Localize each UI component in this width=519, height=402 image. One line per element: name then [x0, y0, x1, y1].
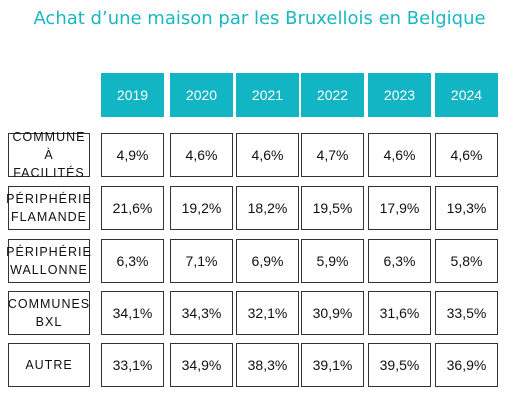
table-cell: 4,9%	[101, 133, 164, 177]
table-cell: 18,2%	[236, 186, 299, 230]
table-cell: 6,3%	[368, 239, 431, 283]
table-cell: 19,5%	[301, 186, 364, 230]
table-cell: 4,7%	[301, 133, 364, 177]
table-cell: 19,3%	[435, 186, 498, 230]
column-header-2019: 2019	[101, 73, 164, 117]
table-cell: 6,9%	[236, 239, 299, 283]
table-cell: 19,2%	[170, 186, 233, 230]
table-cell: 33,5%	[435, 291, 498, 335]
column-header-2021: 2021	[236, 73, 299, 117]
table-cell: 34,3%	[170, 291, 233, 335]
row-label: AUTRE	[8, 343, 90, 387]
table-cell: 21,6%	[101, 186, 164, 230]
table-cell: 4,6%	[170, 133, 233, 177]
table-cell: 4,6%	[236, 133, 299, 177]
row-label: COMMUNE À FACILITÉS	[8, 130, 90, 180]
table-cell: 4,6%	[435, 133, 498, 177]
column-header-2024: 2024	[435, 73, 498, 117]
table-cell: 5,8%	[435, 239, 498, 283]
table-cell: 34,1%	[101, 291, 164, 335]
table-cell: 39,5%	[368, 343, 431, 387]
chart-title: Achat d’une maison par les Bruxellois en…	[33, 8, 486, 29]
column-header-2022: 2022	[301, 73, 364, 117]
column-header-2020: 2020	[170, 73, 233, 117]
table-cell: 4,6%	[368, 133, 431, 177]
table-cell: 34,9%	[170, 343, 233, 387]
table-cell: 33,1%	[101, 343, 164, 387]
row-label: PÉRIPHÉRIE WALLONNE	[6, 239, 91, 283]
row-label: PÉRIPHÉRIE FLAMANDE	[6, 186, 91, 230]
table-cell: 17,9%	[368, 186, 431, 230]
table-cell: 38,3%	[236, 343, 299, 387]
table-cell: 32,1%	[236, 291, 299, 335]
table-cell: 6,3%	[101, 239, 164, 283]
row-label: COMMUNES BXL	[8, 291, 90, 335]
column-header-2023: 2023	[368, 73, 431, 117]
table-cell: 39,1%	[301, 343, 364, 387]
table-cell: 7,1%	[170, 239, 233, 283]
table-cell: 5,9%	[301, 239, 364, 283]
table-cell: 30,9%	[301, 291, 364, 335]
table-cell: 31,6%	[368, 291, 431, 335]
table-cell: 36,9%	[435, 343, 498, 387]
